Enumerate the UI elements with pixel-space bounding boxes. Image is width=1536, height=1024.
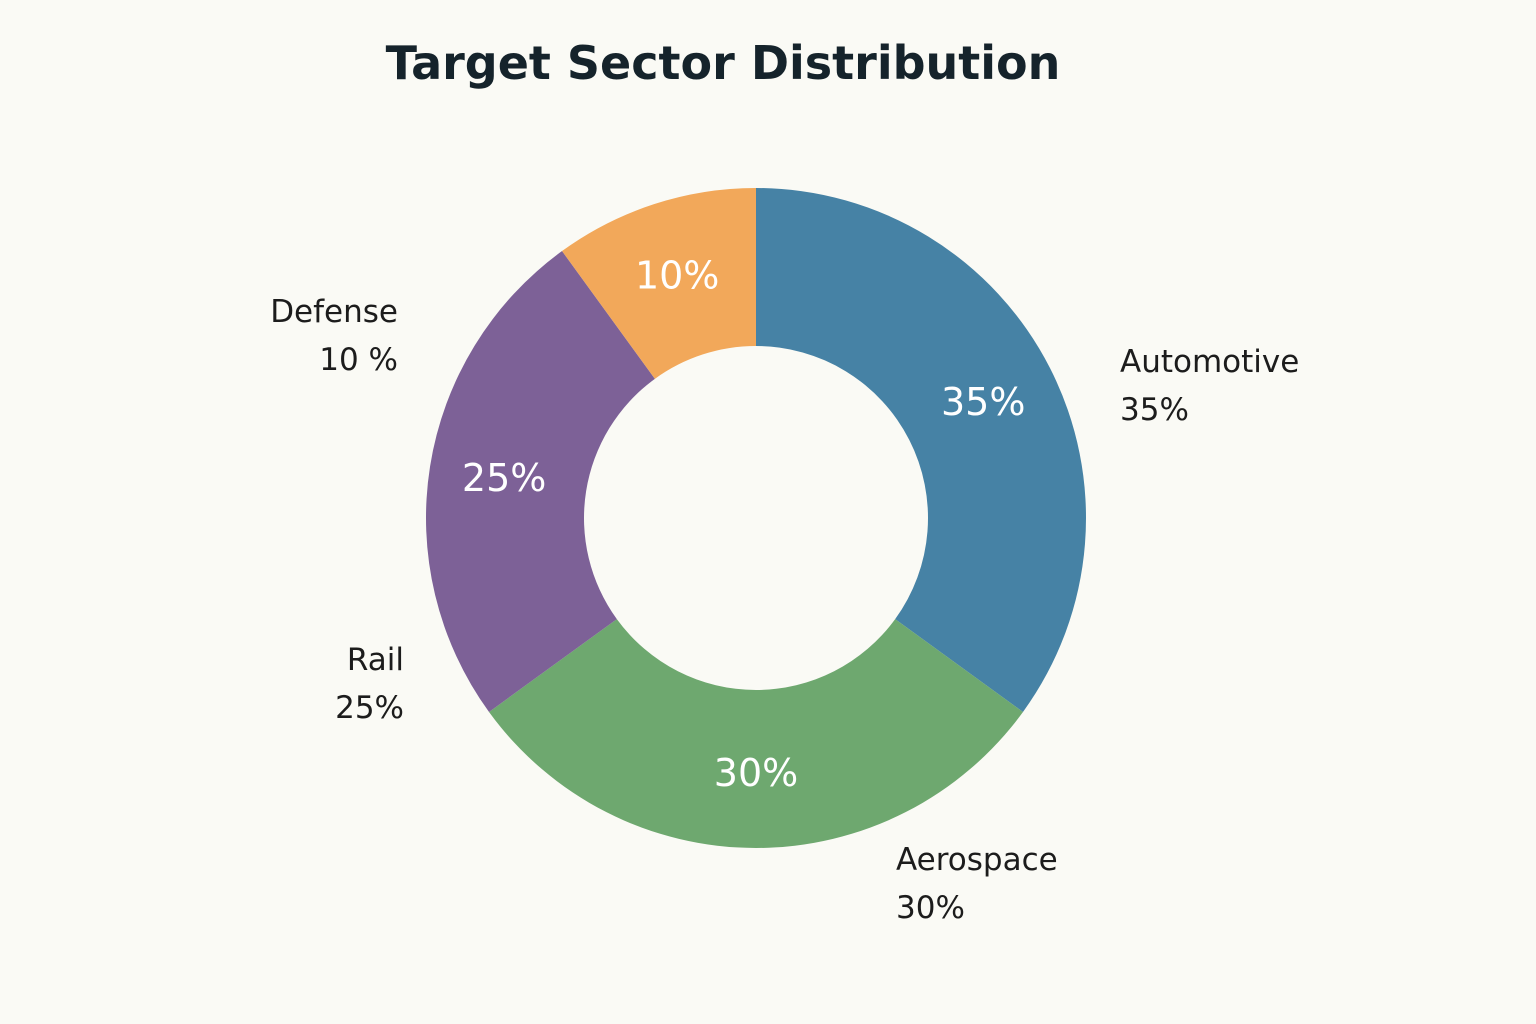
inner-label-defense: 10%	[635, 253, 719, 297]
slice-automotive	[756, 188, 1086, 712]
outer-value-defense: 10 %	[319, 342, 398, 378]
outer-labels-group: Automotive 35% Aerospace 30% Rail 25% Defense 1…	[270, 294, 1299, 926]
inner-label-automotive: 35%	[941, 380, 1025, 424]
outer-value-aerospace: 30%	[896, 890, 965, 926]
outer-name-rail: Rail	[347, 642, 404, 678]
inner-label-aerospace: 30%	[714, 751, 798, 795]
outer-name-defense: Defense	[270, 294, 398, 330]
outer-value-rail: 25%	[335, 690, 404, 726]
slice-aerospace	[489, 619, 1023, 848]
outer-value-automotive: 35%	[1120, 392, 1189, 428]
slices-group	[426, 188, 1086, 848]
outer-name-automotive: Automotive	[1120, 344, 1299, 380]
slice-rail	[426, 251, 655, 712]
inner-labels-group: 35% 30% 25% 10%	[462, 253, 1026, 795]
inner-label-rail: 25%	[462, 456, 546, 500]
outer-name-aerospace: Aerospace	[896, 842, 1058, 878]
slice-defense	[562, 188, 756, 379]
chart-title: Target Sector Distribution	[385, 36, 1061, 90]
